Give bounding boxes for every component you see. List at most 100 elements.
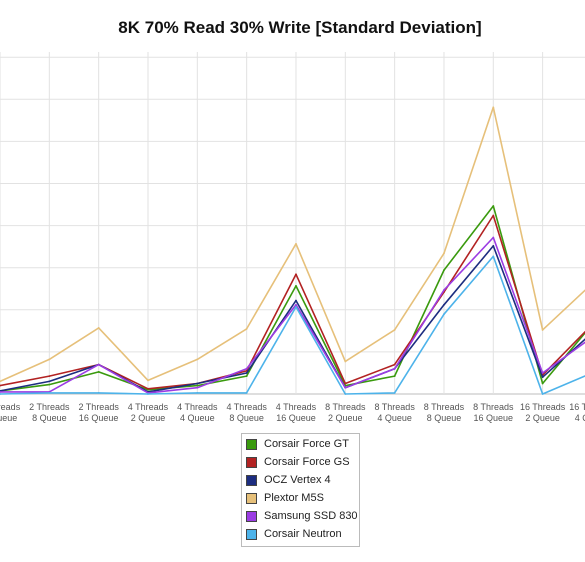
data-point (97, 326, 100, 329)
legend-item: Samsung SSD 830 (242, 507, 359, 525)
data-point (196, 382, 199, 385)
data-point (196, 384, 199, 387)
x-tick-label: 1 Queue (0, 413, 17, 423)
data-point (443, 313, 445, 316)
data-point (48, 392, 51, 394)
data-point (0, 384, 1, 387)
data-point (492, 236, 495, 239)
legend-item: OCZ Vertex 4 (242, 471, 359, 489)
x-tick-label: 4 Threads (128, 402, 169, 412)
x-tick-label: 16 Threads (569, 402, 585, 412)
data-point (344, 393, 347, 395)
x-tick-label: 8 Queue (229, 413, 264, 423)
series-line-corsair-force-gt (0, 205, 585, 392)
data-point (196, 358, 199, 361)
x-tick-label: 4 Queue (180, 413, 215, 423)
data-point (443, 269, 445, 271)
data-point (541, 329, 544, 331)
data-point (147, 387, 149, 390)
legend-swatch (246, 492, 257, 504)
x-tick-label: 16 Queue (474, 413, 514, 423)
legend-label: OCZ Vertex 4 (264, 474, 331, 486)
data-point (492, 255, 495, 258)
x-tick-label: 4 Threads (276, 402, 317, 412)
x-tick-label: 2 Threads (29, 402, 70, 412)
data-point (443, 289, 445, 291)
x-tick-label: 2 Queue (328, 413, 363, 423)
data-point (245, 367, 248, 370)
data-point (295, 305, 297, 308)
x-tick-label: 16 Threads (520, 402, 566, 412)
x-tick-label: 8 Queue (427, 413, 462, 423)
data-point (541, 372, 544, 374)
data-point (196, 392, 199, 394)
x-tick-label: 8 Threads (424, 402, 465, 412)
legend-label: Samsung SSD 830 (264, 510, 358, 522)
data-point (295, 299, 297, 302)
x-tick-label: 4 Queue (377, 413, 412, 423)
series-line-corsair-force-gs (0, 214, 585, 390)
data-point (295, 303, 297, 306)
data-point (97, 363, 100, 366)
data-point (492, 106, 495, 109)
data-point (245, 328, 248, 330)
data-point (492, 245, 495, 247)
data-point (443, 252, 445, 255)
data-point (295, 242, 297, 245)
legend: Corsair Force GT Corsair Force GS OCZ Vert… (241, 433, 360, 547)
x-tick-label: 16 Queue (276, 413, 316, 423)
data-point (196, 386, 199, 389)
series-line-samsung-ssd-830 (0, 236, 585, 394)
x-tick-label: 8 Threads (325, 402, 366, 412)
data-point (393, 363, 396, 366)
x-tick-label: 8 Threads (473, 402, 514, 412)
legend-swatch (246, 510, 257, 522)
x-tick-label: 1 Threads (0, 402, 21, 412)
data-point (541, 382, 544, 385)
data-point (0, 391, 1, 393)
data-point (0, 393, 1, 395)
data-point (147, 379, 149, 382)
series-line-corsair-neutron (0, 255, 585, 395)
data-point (245, 375, 248, 378)
data-point (541, 393, 544, 395)
data-point (492, 214, 495, 217)
legend-item: Corsair Neutron (242, 525, 359, 543)
data-point (48, 383, 51, 386)
x-tick-label: 16 Queue (79, 413, 119, 423)
data-point (492, 205, 495, 207)
data-point (393, 329, 396, 331)
data-point (147, 393, 149, 395)
data-point (48, 358, 51, 361)
data-point (245, 392, 248, 394)
x-tick-label: 8 Queue (32, 413, 67, 423)
legend-item: Corsair Force GT (242, 435, 359, 453)
x-tick-label: 4 Queue (575, 413, 585, 423)
legend-label: Corsair Force GS (264, 456, 350, 468)
data-point (97, 371, 100, 373)
x-tick-label: 2 Queue (131, 413, 166, 423)
x-tick-label: 4 Threads (177, 402, 218, 412)
data-point (344, 382, 347, 385)
x-tick-label: 2 Queue (525, 413, 560, 423)
series-lines (0, 106, 585, 395)
x-tick-label: 8 Threads (374, 402, 415, 412)
data-point (393, 375, 396, 378)
series-line-plextor-m5s (0, 106, 585, 383)
legend-swatch (246, 438, 257, 450)
data-point (245, 372, 248, 374)
data-point (393, 367, 396, 370)
legend-label: Corsair Force GT (264, 438, 349, 450)
x-tick-label: 4 Threads (226, 402, 267, 412)
data-point (443, 303, 445, 306)
data-point (295, 284, 297, 287)
data-point (0, 380, 1, 383)
legend-swatch (246, 528, 257, 540)
legend-swatch (246, 456, 257, 468)
data-point (97, 392, 100, 394)
legend-label: Plextor M5S (264, 492, 324, 504)
x-tick-label: 2 Threads (78, 402, 119, 412)
legend-item: Plextor M5S (242, 489, 359, 507)
